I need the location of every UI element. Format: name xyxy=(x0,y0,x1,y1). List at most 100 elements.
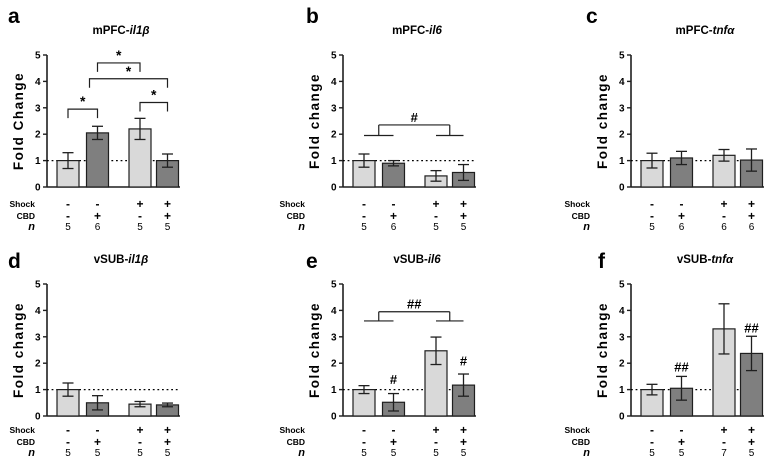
sig-bracket xyxy=(96,62,141,72)
group-bracket-label: # xyxy=(411,110,419,125)
panel-letter: b xyxy=(306,5,319,28)
shock-row-label: Shock xyxy=(564,425,590,435)
y-axis-label: Fold Change xyxy=(11,72,26,170)
y-tick-label: 3 xyxy=(619,332,625,343)
y-tick-label: 2 xyxy=(331,359,337,370)
sig-bracket-label: * xyxy=(116,47,122,63)
n-row-label: n xyxy=(298,447,305,458)
y-tick-label: 0 xyxy=(331,412,337,423)
sig-mark: # xyxy=(390,372,398,387)
shock-sign: + xyxy=(432,197,439,211)
cbd-sign: - xyxy=(434,435,438,449)
y-tick-label: 1 xyxy=(331,156,337,167)
sig-bracket-label: * xyxy=(151,87,157,103)
n-value: 5 xyxy=(165,448,171,458)
panel-title-gene: tnfα xyxy=(711,254,734,266)
n-value: 5 xyxy=(137,448,143,458)
cbd-sign: + xyxy=(678,435,685,449)
cbd-sign: - xyxy=(362,435,366,449)
cbd-sign: - xyxy=(138,435,142,449)
cbd-row-label: CBD xyxy=(17,437,35,447)
y-tick-label: 2 xyxy=(35,359,41,370)
shock-sign: + xyxy=(720,423,727,437)
shock-sign: + xyxy=(136,197,143,211)
cbd-row-label: CBD xyxy=(287,211,305,221)
y-tick-label: 5 xyxy=(331,51,337,62)
y-tick-label: 5 xyxy=(35,51,41,62)
cbd-sign: - xyxy=(66,209,70,223)
panel-letter: d xyxy=(8,250,21,273)
n-value: 5 xyxy=(165,222,171,233)
y-tick-label: 3 xyxy=(35,332,41,343)
y-tick-label: 3 xyxy=(331,103,337,114)
panel-title: mPFC-tnfα xyxy=(676,25,736,37)
panel-title-prefix: vSUB- xyxy=(94,254,129,266)
n-value: 5 xyxy=(65,222,71,233)
sig-mark: ## xyxy=(744,320,759,335)
shock-sign: - xyxy=(680,197,684,211)
panel-title-gene: il6 xyxy=(429,25,442,37)
n-row-label: n xyxy=(28,221,35,233)
y-tick-label: 2 xyxy=(35,130,41,141)
y-tick-label: 1 xyxy=(331,385,337,396)
cbd-sign: - xyxy=(650,209,654,223)
shock-sign: - xyxy=(66,423,70,437)
n-value: 6 xyxy=(95,222,101,233)
shock-sign: - xyxy=(650,423,654,437)
shock-sign: + xyxy=(164,423,171,437)
y-tick-label: 0 xyxy=(331,183,337,194)
cbd-sign: + xyxy=(748,209,755,223)
n-value: 5 xyxy=(391,448,397,458)
y-tick-label: 4 xyxy=(35,77,41,88)
shock-sign: + xyxy=(164,197,171,211)
panel-title-gene: il1β xyxy=(130,25,150,37)
shock-row-label: Shock xyxy=(279,199,305,209)
cbd-row-label: CBD xyxy=(572,437,590,447)
cbd-sign: + xyxy=(94,435,101,449)
panel-title-gene: il1β xyxy=(128,254,148,266)
cbd-sign: + xyxy=(390,435,397,449)
panel-title-prefix: mPFC- xyxy=(93,25,130,37)
panel-letter: c xyxy=(586,5,598,28)
sig-mark: # xyxy=(460,353,468,368)
panel-title-prefix: vSUB- xyxy=(677,254,712,266)
n-value: 5 xyxy=(461,222,467,233)
panel-title: vSUB-il6 xyxy=(393,254,441,266)
sig-bracket xyxy=(67,108,99,119)
y-tick-label: 1 xyxy=(35,385,41,396)
cbd-sign: - xyxy=(362,209,366,223)
panel-title: vSUB-tnfα xyxy=(677,254,734,266)
panel-title: mPFC-il6 xyxy=(392,25,442,37)
y-tick-label: 3 xyxy=(619,103,625,114)
cbd-sign: - xyxy=(66,435,70,449)
shock-sign: + xyxy=(432,423,439,437)
cbd-sign: + xyxy=(164,435,171,449)
shock-sign: - xyxy=(680,423,684,437)
n-value: 6 xyxy=(679,222,685,233)
shock-sign: - xyxy=(392,423,396,437)
cbd-sign: - xyxy=(650,435,654,449)
panel-title-prefix: vSUB- xyxy=(393,254,428,266)
shock-sign: - xyxy=(392,197,396,211)
panel-letter: a xyxy=(8,5,20,28)
n-value: 5 xyxy=(137,222,143,233)
y-tick-label: 0 xyxy=(35,183,41,194)
y-tick-label: 0 xyxy=(35,412,41,423)
y-axis-label: Fold change xyxy=(595,73,610,169)
y-tick-label: 4 xyxy=(35,306,41,317)
y-axis-label: Fold change xyxy=(307,302,322,398)
panel-f: f vSUB-tnfα 0 1 2 3 4 5 Fold change ## ## Shock CBDn… xyxy=(564,250,764,458)
shock-sign: + xyxy=(460,197,467,211)
y-tick-label: 0 xyxy=(619,412,625,423)
panel-title-prefix: mPFC- xyxy=(392,25,429,37)
n-row-label: n xyxy=(28,447,35,458)
y-tick-label: 5 xyxy=(619,51,625,62)
cbd-sign: + xyxy=(164,209,171,223)
n-value: 5 xyxy=(433,448,439,458)
n-value: 6 xyxy=(721,222,727,233)
y-tick-label: 2 xyxy=(619,359,625,370)
y-tick-label: 4 xyxy=(619,306,625,317)
